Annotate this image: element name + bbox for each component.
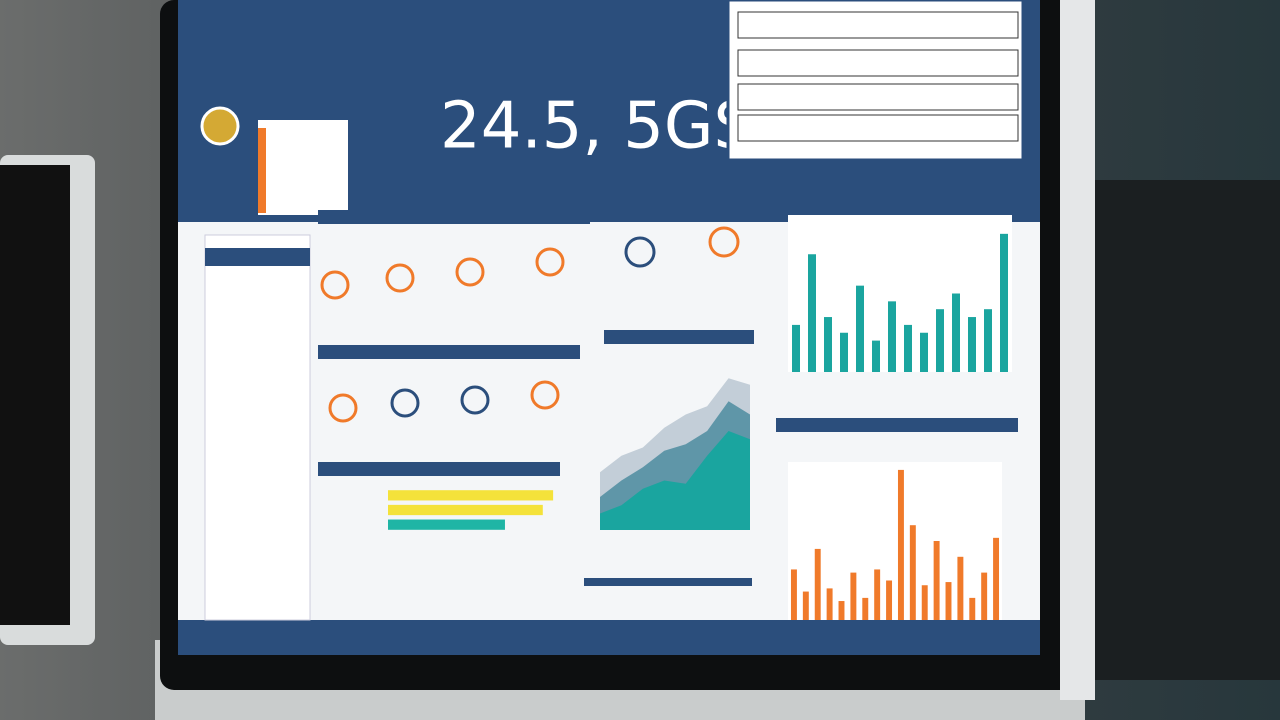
bar	[952, 293, 960, 372]
info-row	[737, 49, 1019, 77]
area	[600, 431, 750, 530]
side-screen	[0, 165, 70, 625]
card-accent	[258, 128, 266, 213]
gauge	[390, 388, 420, 418]
info-row	[737, 114, 1019, 142]
bar	[993, 537, 1000, 620]
bar	[808, 254, 816, 372]
bar	[888, 301, 896, 372]
section-header	[780, 180, 1018, 194]
bar	[856, 285, 864, 372]
section-header	[610, 190, 756, 204]
info-row	[737, 11, 1019, 39]
bar	[388, 519, 505, 530]
bar	[969, 597, 976, 620]
bar	[790, 569, 797, 620]
gauge	[530, 380, 560, 410]
bar	[945, 582, 952, 620]
gauge	[460, 385, 490, 415]
section-header	[318, 462, 560, 476]
gauge	[385, 263, 415, 293]
bar	[957, 556, 964, 620]
gauge	[328, 393, 358, 423]
bar	[981, 572, 988, 620]
bar	[802, 591, 809, 620]
gauge	[455, 257, 485, 287]
section-header	[584, 578, 752, 586]
bar	[826, 588, 833, 620]
headline: 24.5, 5GS	[440, 90, 754, 164]
section-header	[318, 210, 590, 224]
footer-band	[178, 620, 1040, 655]
back-monitor	[1085, 180, 1280, 680]
bar	[936, 309, 944, 372]
bar	[886, 580, 893, 620]
list-header	[205, 248, 310, 266]
info-panel	[726, 0, 1025, 162]
section-header	[318, 345, 580, 359]
bar	[840, 332, 848, 372]
section-header	[604, 330, 754, 344]
bar	[874, 569, 881, 620]
gauge	[320, 270, 350, 300]
bar	[838, 601, 845, 620]
bar	[388, 490, 554, 501]
gauge	[624, 236, 656, 268]
gauge	[708, 226, 740, 258]
bar	[850, 572, 857, 620]
bar	[862, 597, 869, 620]
plot-area	[788, 462, 1002, 620]
plot-area	[788, 215, 1012, 372]
bar	[388, 504, 543, 516]
bar	[920, 332, 928, 372]
section-header	[776, 418, 1018, 432]
gauge	[535, 247, 565, 277]
gauges	[320, 226, 740, 423]
side-list	[204, 234, 311, 621]
bar	[792, 324, 800, 372]
bar	[904, 324, 912, 372]
bar	[824, 317, 832, 372]
logo	[200, 106, 240, 146]
bar	[897, 469, 904, 620]
info-row	[737, 83, 1019, 111]
bar	[909, 525, 916, 620]
bar	[933, 541, 940, 620]
header-card	[258, 120, 348, 215]
bar	[984, 309, 992, 372]
bar	[872, 340, 880, 372]
monitor-edge	[1060, 0, 1095, 700]
bar	[968, 317, 976, 372]
bar	[814, 548, 821, 620]
bar	[921, 585, 928, 620]
bar	[1000, 233, 1008, 372]
